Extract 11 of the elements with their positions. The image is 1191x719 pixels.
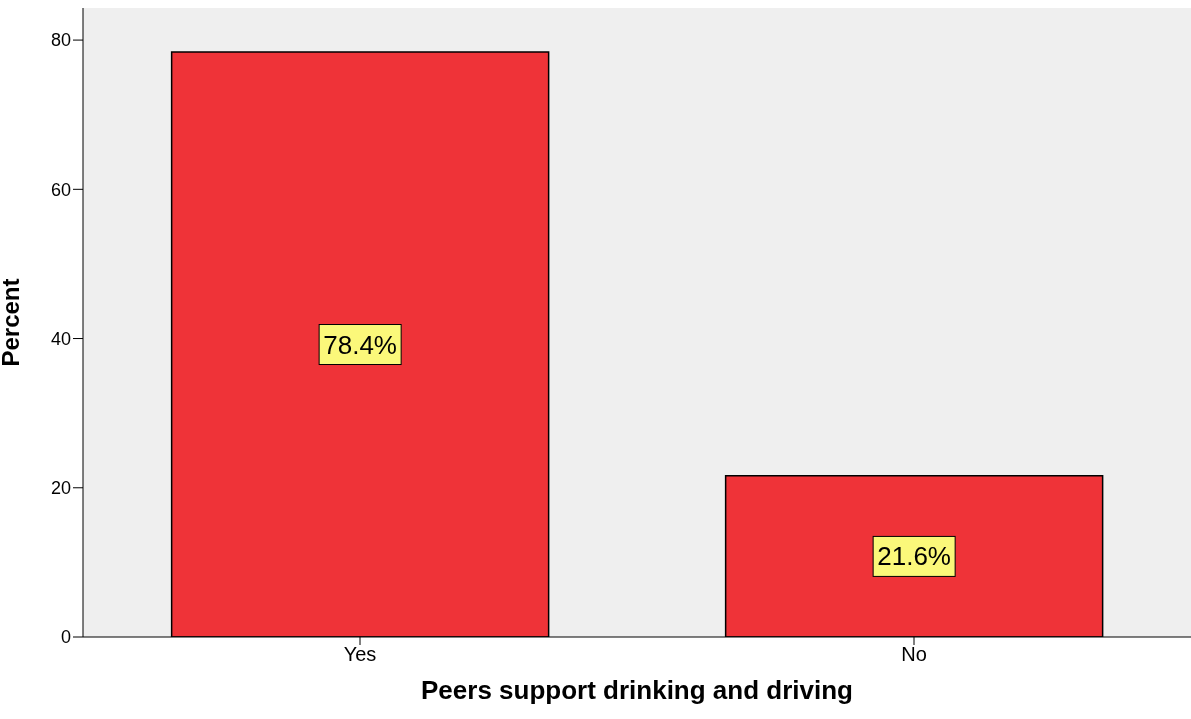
- x-axis-title: Peers support drinking and driving: [421, 675, 853, 705]
- data-label: 78.4%: [323, 329, 398, 360]
- y-tick-label: 0: [60, 627, 71, 648]
- x-tick-label: Yes: [343, 643, 377, 666]
- x-tick-label: No: [901, 643, 927, 666]
- y-tick-label: 80: [50, 30, 71, 51]
- y-tick-label: 40: [50, 328, 71, 349]
- y-tick-label: 60: [50, 179, 71, 200]
- y-tick-label: 20: [50, 478, 71, 499]
- y-axis-title: Percent: [0, 278, 24, 367]
- data-label: 21.6%: [877, 541, 952, 572]
